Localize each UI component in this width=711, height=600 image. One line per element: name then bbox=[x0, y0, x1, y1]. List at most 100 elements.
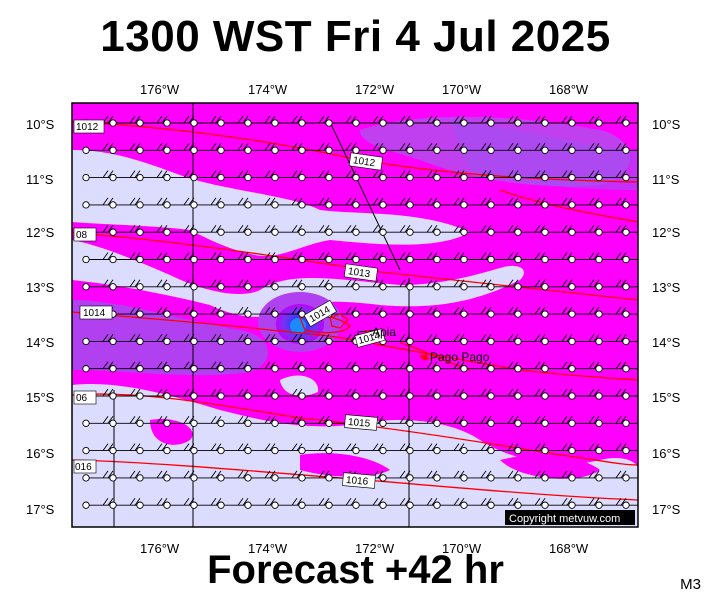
wind-barb bbox=[359, 252, 384, 260]
wind-barbs bbox=[82, 115, 638, 509]
wind-barb bbox=[170, 252, 195, 260]
wind-barb bbox=[251, 361, 276, 370]
wind-barb bbox=[629, 149, 638, 151]
wind-barb bbox=[359, 170, 384, 179]
wind-barb-station bbox=[595, 173, 603, 182]
wind-barb-station bbox=[406, 501, 414, 509]
wind-barb-station bbox=[325, 337, 333, 346]
wind-barb bbox=[629, 286, 638, 288]
wind-barb-station bbox=[568, 255, 576, 264]
light-patch-mid bbox=[280, 375, 319, 396]
wind-barb bbox=[494, 416, 519, 424]
wind-barb bbox=[386, 416, 411, 424]
wind-barb bbox=[521, 470, 546, 479]
wind-barb-station bbox=[460, 310, 468, 318]
wind-barb bbox=[170, 388, 195, 397]
wind-barb-station bbox=[82, 146, 90, 154]
wind-barb-station bbox=[136, 255, 144, 264]
wind-barb-station bbox=[568, 146, 576, 154]
lat-label-right: 17°S bbox=[652, 502, 681, 517]
wind-barb bbox=[386, 443, 411, 452]
wind-barb bbox=[602, 416, 627, 424]
wind-barb-station bbox=[325, 173, 333, 182]
wind-barb-station bbox=[487, 173, 495, 182]
wind-barb bbox=[170, 224, 195, 233]
wind-barb bbox=[440, 388, 465, 397]
wind-barb bbox=[440, 470, 465, 479]
lat-label-left: 17°S bbox=[26, 502, 55, 517]
lon-label-bottom: 174°W bbox=[248, 541, 288, 556]
wind-barb-station bbox=[298, 310, 306, 318]
lat-label-right: 13°S bbox=[652, 280, 681, 295]
wind-barb-station bbox=[217, 119, 225, 127]
wind-barb bbox=[359, 306, 384, 315]
wind-barb bbox=[89, 197, 114, 206]
wind-barb bbox=[467, 115, 492, 124]
wind-barb bbox=[386, 470, 411, 479]
wind-barb-station bbox=[82, 501, 90, 509]
wind-barb-station bbox=[109, 119, 117, 127]
wind-barb bbox=[224, 115, 249, 124]
wind-barb bbox=[278, 224, 303, 233]
wind-barb-station bbox=[217, 419, 225, 427]
wind-barb-station bbox=[271, 228, 279, 236]
wind-barb-station bbox=[514, 255, 522, 264]
wind-barb bbox=[413, 224, 438, 233]
wind-barb bbox=[467, 334, 492, 342]
wind-barb-station bbox=[217, 173, 225, 182]
wind-barb-station bbox=[514, 392, 522, 400]
wind-barb-station bbox=[163, 173, 171, 182]
lat-label-right: 10°S bbox=[652, 117, 681, 132]
wind-barb bbox=[197, 334, 222, 342]
wind-barb bbox=[575, 470, 600, 479]
wind-barb-station bbox=[487, 283, 495, 291]
wind-barb-station bbox=[487, 201, 495, 209]
wind-barb-station bbox=[136, 310, 144, 318]
wind-barb-station bbox=[406, 119, 414, 127]
lat-label-right: 11°S bbox=[652, 172, 680, 187]
wind-barb bbox=[224, 170, 249, 179]
wind-barb-station bbox=[460, 228, 468, 236]
rain-patch-south-3 bbox=[500, 454, 600, 479]
lon-label-bottom: 172°W bbox=[355, 541, 395, 556]
wind-barb-station bbox=[541, 119, 549, 127]
wind-barb bbox=[116, 388, 141, 397]
wind-barb bbox=[602, 443, 627, 452]
wind-barb-station bbox=[595, 146, 603, 154]
wind-barb bbox=[359, 361, 384, 370]
wind-barb bbox=[143, 279, 168, 288]
wind-barb bbox=[170, 443, 195, 452]
wind-barb bbox=[602, 115, 627, 124]
wind-barb bbox=[548, 388, 573, 397]
wind-barb-station bbox=[163, 337, 171, 346]
wind-barb-station bbox=[622, 419, 630, 427]
wind-barb bbox=[629, 422, 638, 424]
wind-barb-station bbox=[325, 419, 333, 427]
wind-barb-station bbox=[379, 255, 387, 264]
wind-barb-station bbox=[460, 337, 468, 346]
wind-barb bbox=[278, 416, 303, 424]
wind-barb bbox=[413, 497, 438, 506]
wind-barb bbox=[521, 306, 546, 315]
wind-barb-station bbox=[190, 365, 198, 373]
wind-barb-station bbox=[298, 419, 306, 427]
wind-barb-station bbox=[217, 201, 225, 209]
wind-barb-station bbox=[487, 501, 495, 509]
wind-barb-station bbox=[541, 201, 549, 209]
wind-barb-station bbox=[82, 283, 90, 291]
wind-barb bbox=[251, 197, 276, 206]
wind-barb bbox=[116, 143, 141, 151]
wind-barb bbox=[224, 361, 249, 370]
wind-barb-station bbox=[244, 337, 252, 346]
wind-barb-station bbox=[622, 201, 630, 209]
wind-barb bbox=[629, 313, 638, 315]
wind-barb bbox=[467, 224, 492, 233]
wind-barb bbox=[575, 334, 600, 342]
wind-barb-station bbox=[541, 146, 549, 154]
wind-barb bbox=[143, 143, 168, 151]
wind-barb-station bbox=[541, 228, 549, 236]
wind-barb bbox=[386, 306, 411, 315]
lat-label-right: 12°S bbox=[652, 225, 681, 240]
wind-barb-station bbox=[352, 310, 360, 318]
wind-barb bbox=[89, 470, 114, 479]
